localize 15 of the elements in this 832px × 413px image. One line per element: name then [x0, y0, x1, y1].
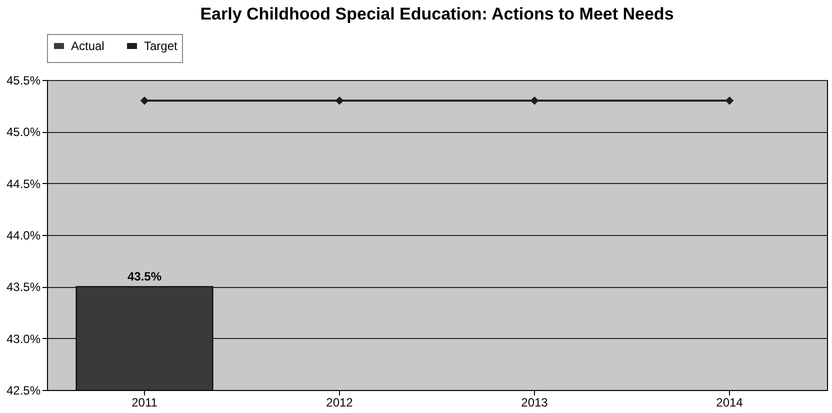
y-tick-label: 44.0% [6, 228, 41, 242]
x-tick-label: 2012 [326, 396, 354, 410]
y-tick-label: 43.5% [6, 280, 41, 294]
y-tick-label: 45.0% [6, 125, 41, 140]
x-tick-label: 2014 [716, 396, 744, 410]
x-tick-label: 2011 [132, 396, 158, 410]
y-tick-label: 45.5% [6, 74, 41, 88]
legend-label: Actual [71, 39, 104, 53]
y-tick-label: 43.0% [6, 332, 41, 346]
legend-label: Target [144, 39, 178, 53]
chart-title: Early Childhood Special Education: Actions to Meet Needs [200, 4, 674, 24]
data-label: 43.5% [127, 270, 162, 284]
y-tick-label: 42.5% [6, 384, 41, 398]
y-tick-label: 44.5% [6, 176, 41, 191]
x-tick-label: 2013 [521, 396, 548, 410]
